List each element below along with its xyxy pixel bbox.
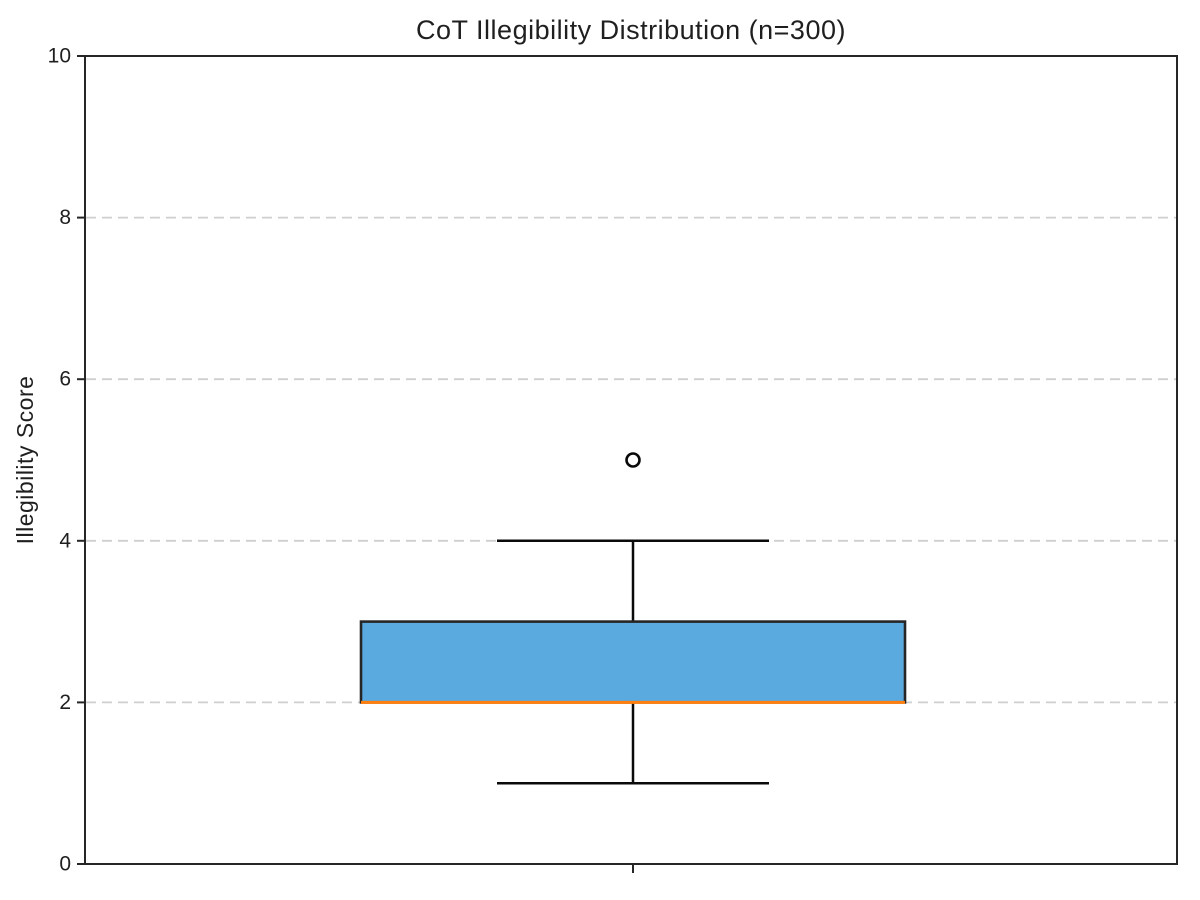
y-axis-tick-label: 10 [48, 45, 71, 68]
y-axis-tick-label: 0 [59, 853, 71, 876]
iqr-box [359, 620, 907, 704]
y-axis-tick-label: 8 [59, 206, 71, 229]
axis-layer: 0 2 4 6 8 10 [48, 45, 1178, 876]
y-axis-tick-label: 4 [59, 529, 71, 552]
outlier-point [625, 452, 641, 468]
plot-frame [84, 55, 1178, 865]
chart-title: CoT Illegibility Distribution (n=300) [416, 15, 846, 45]
box-layer [359, 452, 907, 785]
y-axis-label: Illegibility Score [12, 376, 38, 545]
y-axis-tick-label: 2 [59, 691, 71, 714]
y-axis-tick-label: 6 [59, 368, 71, 391]
